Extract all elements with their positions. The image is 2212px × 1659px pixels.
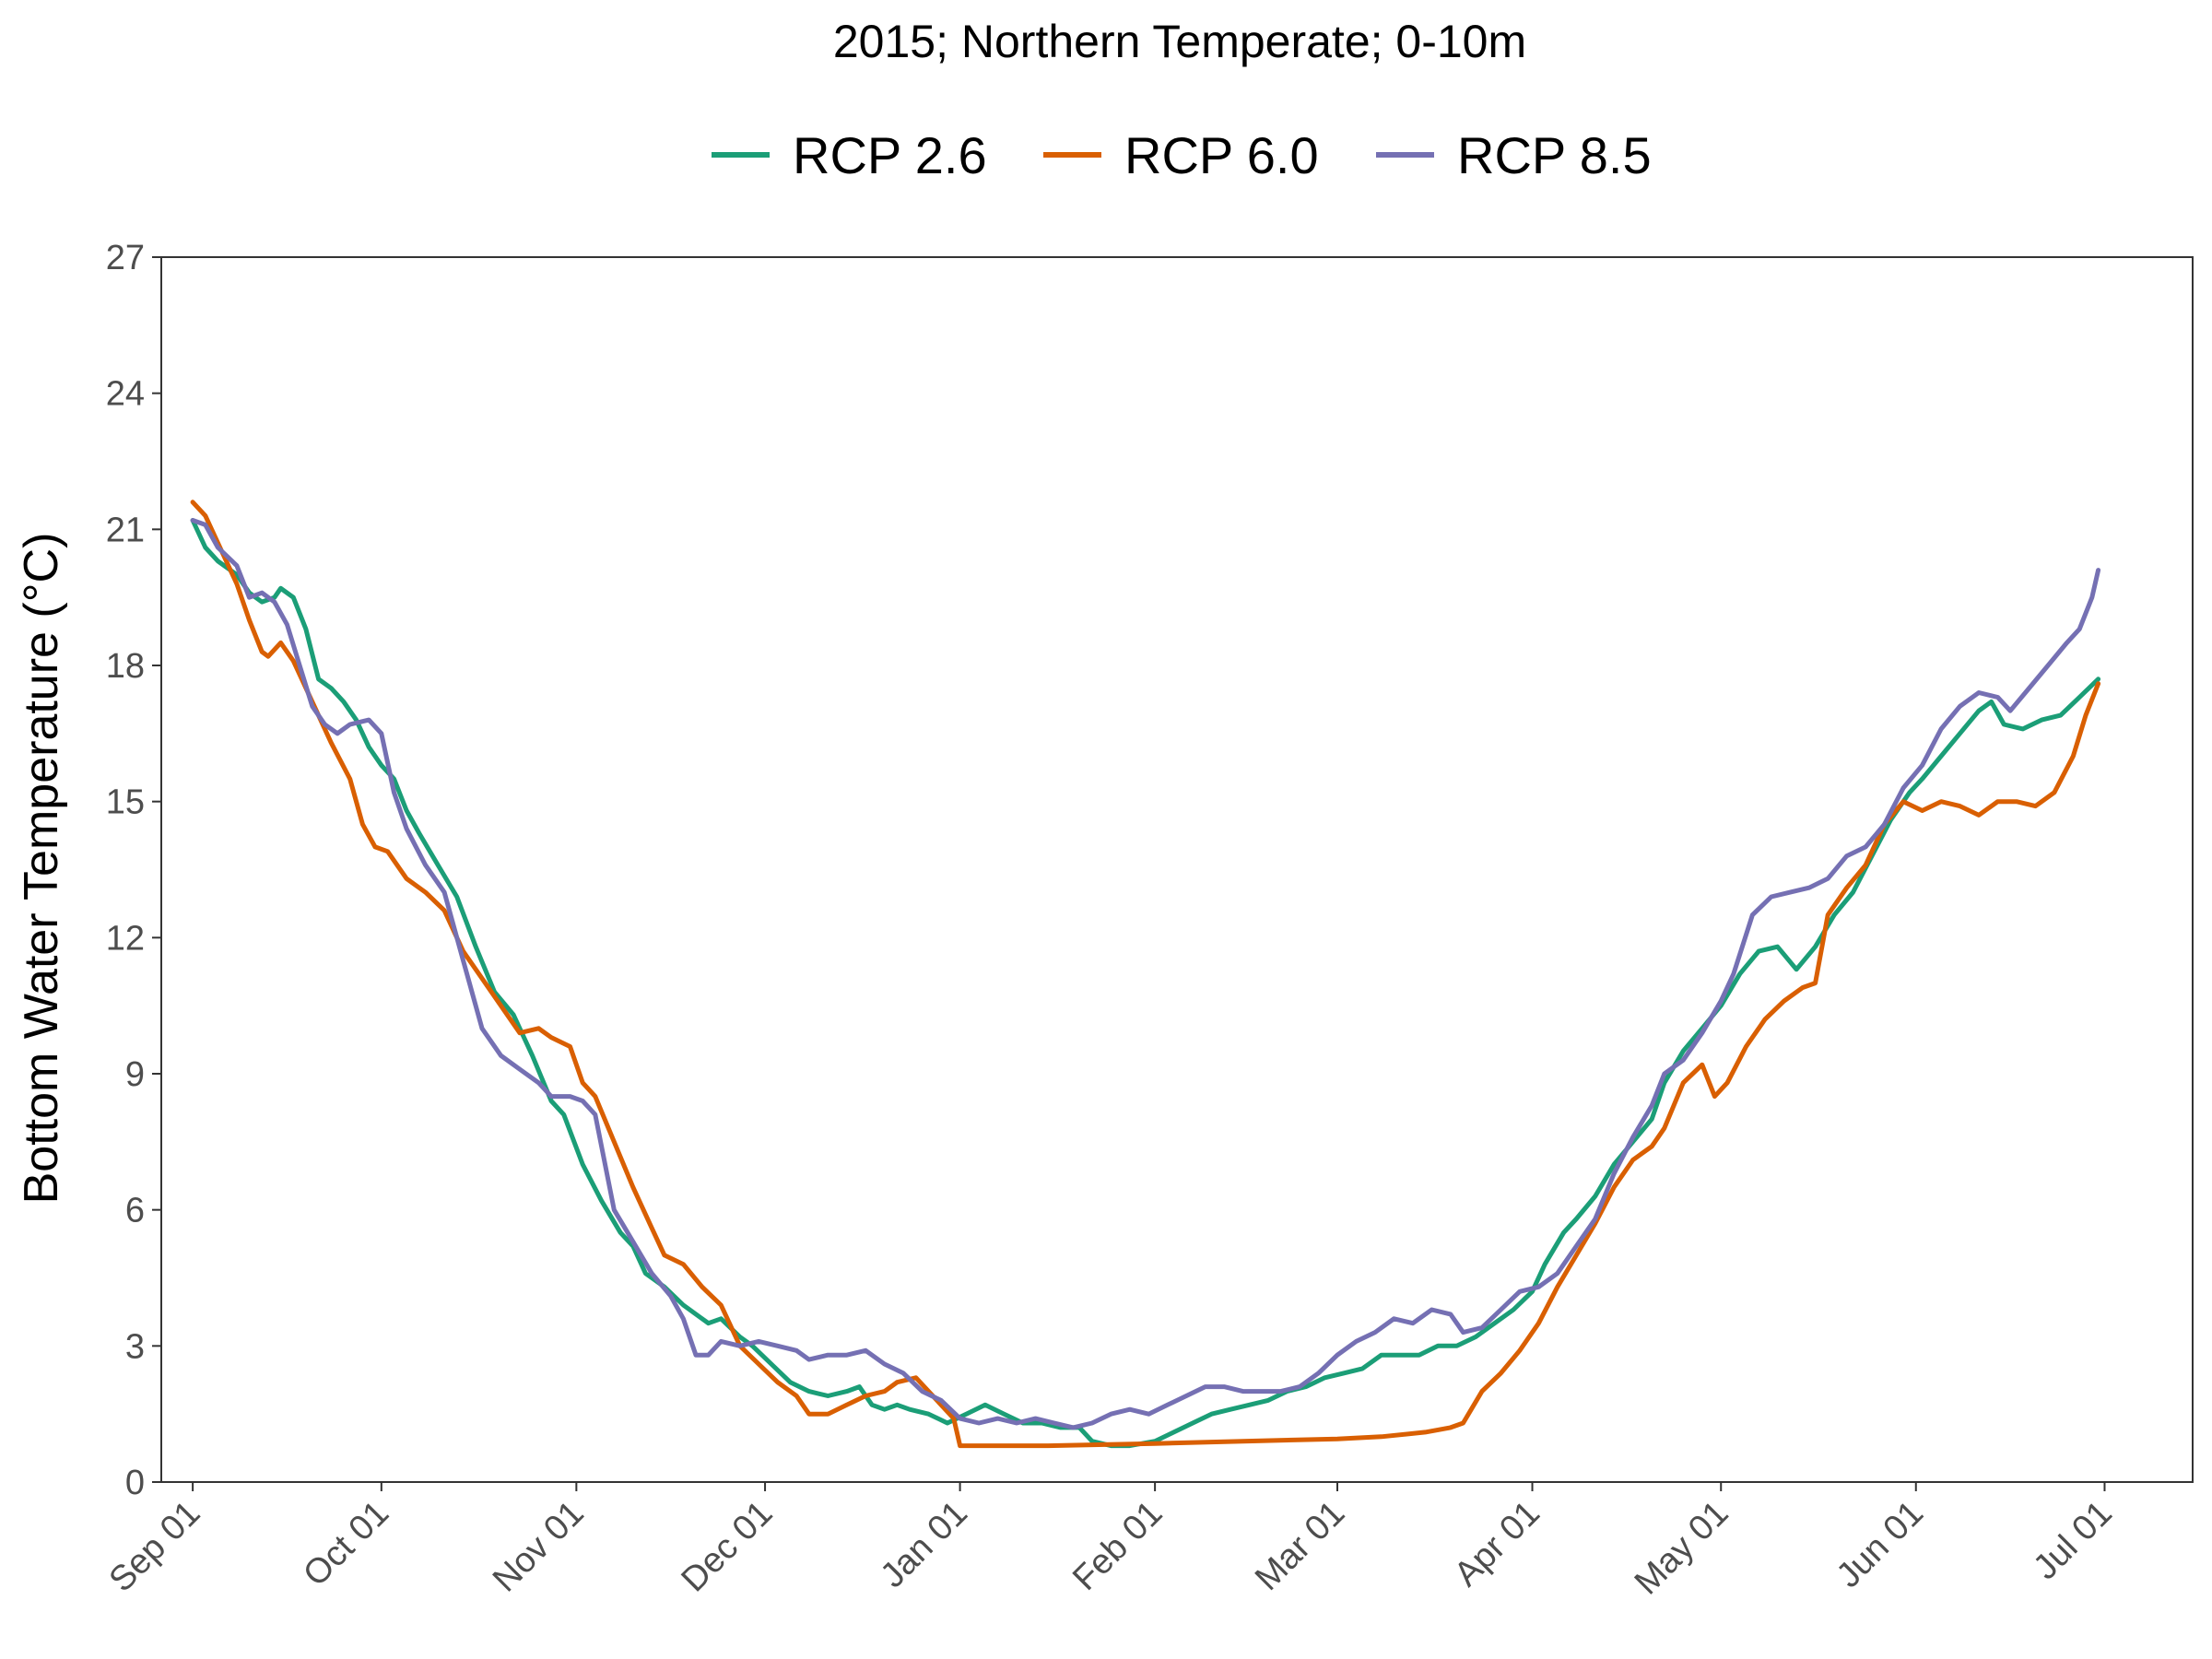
x-tick-label: Oct 01 bbox=[296, 1494, 396, 1594]
legend: RCP 2.6 RCP 6.0 RCP 8.5 bbox=[712, 126, 1652, 184]
x-tick-label: Jul 01 bbox=[2026, 1494, 2119, 1587]
y-tick-label: 6 bbox=[125, 1192, 145, 1230]
y-tick-label: 24 bbox=[106, 375, 145, 414]
y-tick-label: 0 bbox=[125, 1464, 145, 1502]
legend-label-rcp-8-5: RCP 8.5 bbox=[1457, 126, 1652, 184]
y-tick-label: 27 bbox=[106, 239, 145, 277]
x-tick-label: Jun 01 bbox=[1830, 1494, 1931, 1595]
x-tick-label: May 01 bbox=[1628, 1494, 1736, 1603]
legend-label-rcp-6-0: RCP 6.0 bbox=[1124, 126, 1319, 184]
legend-label-rcp-2-6: RCP 2.6 bbox=[793, 126, 987, 184]
x-tick-label: Apr 01 bbox=[1447, 1494, 1547, 1594]
x-tick-label: Jan 01 bbox=[874, 1494, 975, 1595]
y-tick-label: 18 bbox=[106, 647, 145, 686]
y-axis: 0 3 6 9 12 15 18 21 24 27 bbox=[106, 239, 161, 1502]
y-tick-label: 21 bbox=[106, 511, 145, 549]
y-tick-label: 3 bbox=[125, 1327, 145, 1366]
x-tick-label: Nov 01 bbox=[486, 1494, 592, 1600]
series-line-rcp-6-0 bbox=[190, 500, 2101, 1449]
y-axis-title: Bottom Water Temperature (°C) bbox=[15, 533, 68, 1205]
plot-panel bbox=[160, 256, 2194, 1483]
chart-title: 2015; Northern Temperate; 0-10m bbox=[833, 16, 1526, 67]
x-tick-label: Dec 01 bbox=[675, 1494, 781, 1600]
series-layer bbox=[190, 500, 2101, 1449]
x-tick-label: Feb 01 bbox=[1065, 1494, 1170, 1598]
x-tick-label: Mar 01 bbox=[1248, 1494, 1352, 1598]
y-tick-label: 9 bbox=[125, 1055, 145, 1094]
y-tick-label: 12 bbox=[106, 919, 145, 958]
series-line-rcp-8-5 bbox=[190, 518, 2101, 1430]
y-tick-label: 15 bbox=[106, 783, 145, 822]
x-axis: Sep 01 Oct 01 Nov 01 Dec 01 Jan 01 Feb 01 Mar … bbox=[102, 1482, 2120, 1602]
x-tick-label: Sep 01 bbox=[102, 1494, 208, 1600]
